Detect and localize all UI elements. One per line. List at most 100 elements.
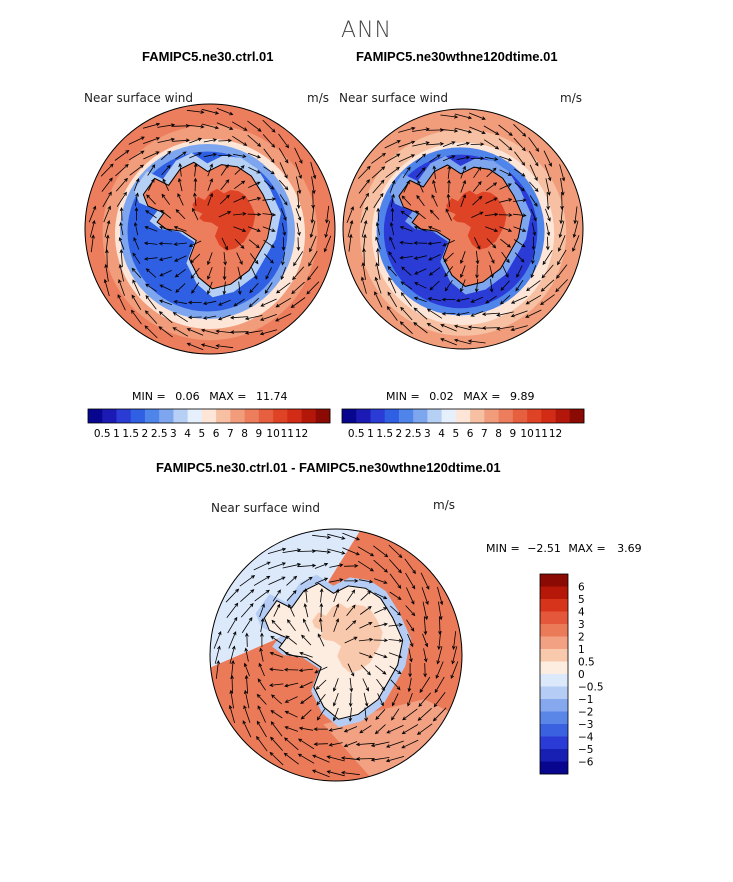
panel2-wind-arrow bbox=[525, 294, 542, 305]
panel1-wind-arrow bbox=[259, 329, 278, 336]
panel2-wind-arrow bbox=[489, 265, 494, 279]
panel2-wind-arrow bbox=[545, 236, 550, 251]
panel2-wind-arrow bbox=[389, 221, 395, 236]
panel1-wind-arrow bbox=[145, 210, 157, 219]
panel3-colorbar-swatch bbox=[540, 574, 568, 587]
panel3-wind-arrow bbox=[313, 727, 328, 731]
panel1-wind-arrow bbox=[105, 234, 110, 253]
panel1-wind-arrow bbox=[119, 221, 124, 236]
panel2-colorbar-tick-label: 0.5 bbox=[348, 428, 365, 440]
panel1-wind-arrow bbox=[234, 165, 245, 175]
panel2-wind-arrow bbox=[483, 125, 500, 135]
panel2-colorbar-swatch bbox=[569, 409, 585, 423]
panel3-wind-arrow bbox=[253, 561, 271, 571]
panel3-wind-arrow bbox=[385, 756, 405, 763]
panel3-wind-arrow bbox=[298, 726, 314, 731]
panel2-wind-arrow bbox=[427, 241, 442, 246]
panel1-wind-arrow bbox=[89, 219, 96, 238]
panel1-wind-arrow bbox=[222, 281, 227, 296]
panel2-units-label: m/s bbox=[560, 91, 582, 105]
panel2-wind-arrow bbox=[442, 155, 456, 162]
panel1-wind-arrow bbox=[146, 194, 156, 205]
panel3-wind-arrow bbox=[346, 604, 356, 617]
panel3-wind-arrow bbox=[317, 633, 325, 647]
panel3-wind-arrow bbox=[389, 559, 402, 574]
panel3-wind-arrow bbox=[346, 589, 356, 602]
panel2-colorbar-swatch bbox=[512, 409, 528, 423]
panel2-wind-arrow bbox=[514, 151, 526, 166]
panel2-wind-arrow bbox=[402, 166, 411, 179]
panel3-wind-arrow bbox=[256, 735, 268, 752]
panel1-wind-arrow bbox=[159, 299, 173, 306]
panel2-wind-arrow bbox=[531, 222, 537, 237]
panel1-units-label: m/s bbox=[307, 91, 329, 105]
panel2-wind-arrow bbox=[488, 251, 495, 264]
panel1-wind-arrow bbox=[186, 109, 205, 114]
panel3-wind-arrow bbox=[286, 619, 296, 632]
panel3-wind-arrow bbox=[332, 692, 339, 707]
panel3-colorbar-tick-label: 1 bbox=[578, 644, 585, 656]
panel2-wind-arrow bbox=[470, 311, 484, 317]
panel2-wind-arrow bbox=[530, 208, 537, 222]
panel1-colorbar-swatch bbox=[201, 409, 217, 423]
panel1-wind-arrow bbox=[324, 220, 331, 239]
panel2-wind-arrow bbox=[460, 251, 466, 265]
panel1-wind-arrow bbox=[262, 226, 276, 232]
panel3-wind-arrow bbox=[437, 631, 442, 650]
panel3-wind-arrow bbox=[285, 635, 298, 645]
panel1-colorbar-swatch bbox=[216, 409, 231, 423]
panel2-colorbar-swatch bbox=[455, 409, 471, 423]
panel1-max-label: MAX = bbox=[209, 390, 247, 403]
panel1-colorbar-swatch bbox=[230, 409, 245, 423]
panel3-wind-arrow bbox=[312, 754, 330, 763]
panel3-wind-arrow bbox=[416, 723, 433, 735]
panel3-wind-arrow bbox=[363, 692, 369, 707]
panel3-colorbar-swatch bbox=[540, 661, 568, 675]
panel2-wind-arrow bbox=[441, 297, 456, 302]
panel1-colorbar-swatch bbox=[258, 409, 274, 423]
panel3-wind-arrow bbox=[254, 589, 270, 602]
panel1-wind-arrow bbox=[310, 205, 315, 224]
panel1-wind-arrow bbox=[281, 237, 286, 251]
panel2-wind-arrow bbox=[486, 238, 497, 249]
panel1-wind-arrow bbox=[162, 178, 169, 191]
panel2-wind-arrow bbox=[460, 193, 466, 207]
panel1-wind-arrow bbox=[229, 330, 248, 334]
panel1-wind-arrow bbox=[310, 161, 317, 180]
panel2-wind-arrow bbox=[572, 220, 579, 239]
panel3-wind-arrow bbox=[422, 633, 429, 648]
panel1-min-value: 0.06 bbox=[175, 390, 200, 403]
panel3-wind-arrow bbox=[370, 757, 390, 762]
panel2-wind-arrow bbox=[390, 193, 395, 208]
panel2-wind-arrow bbox=[416, 194, 425, 207]
panel3-wind-arrow bbox=[374, 724, 386, 735]
panel1-wind-arrow bbox=[189, 152, 203, 159]
panel1-colorbar-swatch bbox=[102, 409, 117, 423]
panel1-wind-arrow bbox=[192, 207, 199, 221]
panel2-wind-arrow bbox=[426, 308, 443, 319]
panel3-wind-arrow bbox=[432, 707, 447, 722]
panel3-wind-arrow bbox=[326, 770, 345, 777]
panel1-colorbar-tick-label: 6 bbox=[213, 428, 220, 440]
panel3-colorbar-swatch bbox=[540, 724, 568, 737]
panel1-wind-arrow bbox=[178, 162, 183, 177]
panel3-wind-arrow bbox=[404, 558, 416, 575]
panel2-colorbar-swatch bbox=[413, 409, 428, 423]
panel2-wind-arrow bbox=[501, 251, 510, 264]
panel1-wind-arrow bbox=[103, 278, 110, 297]
panel2-wind-arrow bbox=[390, 207, 395, 222]
panel1-wind-arrow bbox=[262, 119, 276, 133]
panel1-wind-arrow bbox=[232, 135, 248, 146]
panel2-colorbar-swatch bbox=[470, 409, 485, 423]
panel3-wind-arrow bbox=[259, 647, 264, 662]
panel2-wind-arrow bbox=[529, 164, 538, 182]
panel2-wind-arrow bbox=[485, 182, 498, 191]
panel1-wind-arrow bbox=[142, 122, 161, 129]
panel1-wind-arrow bbox=[158, 326, 173, 338]
panel3-colorbar-tick-label: −0.5 bbox=[578, 682, 604, 694]
panel1-wind-arrow bbox=[158, 256, 173, 262]
panel1-colorbar-swatch bbox=[159, 409, 174, 423]
panel2-wind-arrow bbox=[429, 280, 440, 291]
panel1-wind-arrow bbox=[145, 283, 157, 292]
panel3-wind-arrow bbox=[360, 590, 372, 601]
